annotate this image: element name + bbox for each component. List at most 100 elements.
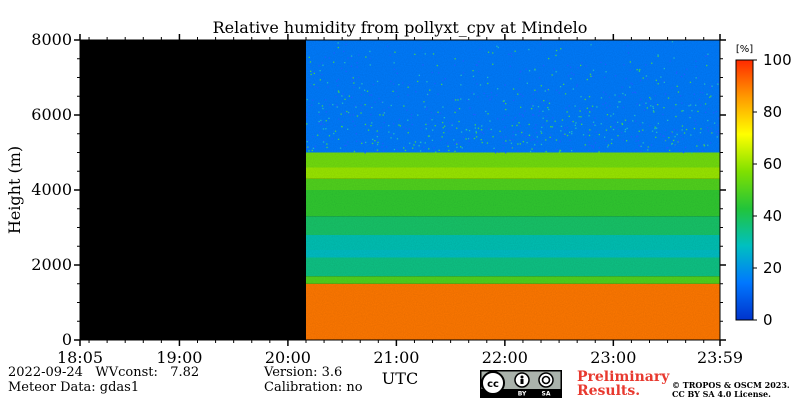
speckle-dot bbox=[632, 92, 634, 94]
speckle-dot bbox=[554, 120, 556, 122]
speckle-dot bbox=[383, 109, 385, 111]
speckle-dot bbox=[351, 76, 353, 79]
speckle-dot bbox=[346, 110, 348, 113]
speckle-dot bbox=[680, 95, 682, 97]
speckle-dot bbox=[472, 75, 475, 77]
speckle-dot bbox=[312, 147, 315, 149]
speckle-dot bbox=[505, 140, 507, 142]
speckle-dot bbox=[574, 124, 576, 126]
speckle-dot bbox=[646, 107, 648, 109]
speckle-dot bbox=[388, 124, 390, 127]
speckle-dot bbox=[325, 128, 327, 130]
speckle-dot bbox=[683, 73, 686, 75]
speckle-dot bbox=[676, 129, 679, 131]
speckle-dot bbox=[580, 120, 582, 122]
speckle-dot bbox=[538, 110, 541, 112]
speckle-dot bbox=[483, 133, 485, 135]
speckle-dot bbox=[640, 150, 642, 153]
speckle-dot bbox=[570, 72, 573, 74]
speckle-dot bbox=[469, 138, 471, 140]
speckle-dot bbox=[639, 80, 642, 82]
speckle-dot bbox=[420, 128, 422, 130]
speckle-dot bbox=[715, 110, 717, 113]
speckle-dot bbox=[308, 150, 310, 152]
speckle-dot bbox=[707, 144, 709, 146]
speckle-dot bbox=[502, 142, 504, 144]
speckle-dot bbox=[580, 116, 582, 118]
speckle-dot bbox=[476, 83, 478, 85]
speckle-dot bbox=[374, 101, 376, 103]
speckle-dot bbox=[309, 61, 312, 63]
speckle-dot bbox=[414, 141, 417, 143]
speckle-dot bbox=[382, 142, 384, 145]
speckle-dot bbox=[588, 96, 591, 98]
speckle-dot bbox=[695, 65, 697, 68]
speckle-dot bbox=[703, 145, 706, 147]
speckle-dot bbox=[610, 115, 612, 117]
speckle-dot bbox=[433, 147, 435, 149]
humidity-field bbox=[305, 40, 720, 340]
speckle-dot bbox=[696, 145, 698, 147]
colorbar-tick-label: 0 bbox=[763, 311, 773, 329]
speckle-dot bbox=[654, 94, 656, 97]
speckle-dot bbox=[501, 149, 503, 151]
speckle-dot bbox=[703, 144, 705, 146]
speckle-dot bbox=[325, 99, 327, 101]
speckle-dot bbox=[376, 143, 379, 146]
speckle-dot bbox=[411, 123, 413, 126]
speckle-dot bbox=[504, 126, 506, 128]
speckle-dot bbox=[520, 106, 522, 108]
speckle-dot bbox=[549, 136, 551, 138]
speckle-dot bbox=[382, 150, 385, 152]
speckle-dot bbox=[481, 141, 483, 144]
speckle-dot bbox=[442, 127, 444, 129]
speckle-dot bbox=[607, 144, 610, 146]
speckle-dot bbox=[627, 52, 630, 54]
speckle-dot bbox=[517, 143, 519, 145]
speckle-dot bbox=[564, 135, 566, 137]
speckle-dot bbox=[377, 134, 379, 136]
speckle-dot bbox=[449, 122, 451, 124]
speckle-dot bbox=[555, 89, 558, 91]
speckle-dot bbox=[432, 53, 435, 55]
speckle-dot bbox=[650, 144, 653, 146]
speckle-dot bbox=[634, 114, 636, 117]
speckle-dot bbox=[348, 95, 350, 97]
speckle-dot bbox=[382, 114, 384, 116]
speckle-dot bbox=[398, 118, 400, 121]
speckle-dot bbox=[328, 135, 331, 137]
speckle-dot bbox=[652, 105, 654, 108]
speckle-dot bbox=[514, 117, 516, 119]
speckle-dot bbox=[372, 144, 374, 147]
speckle-dot bbox=[481, 125, 483, 127]
speckle-dot bbox=[489, 99, 491, 101]
speckle-dot bbox=[380, 126, 382, 129]
speckle-dot bbox=[485, 110, 487, 113]
speckle-dot bbox=[614, 121, 616, 123]
speckle-dot bbox=[410, 117, 412, 119]
speckle-dot bbox=[454, 99, 457, 101]
speckle-dot bbox=[612, 113, 615, 115]
speckle-dot bbox=[586, 78, 588, 81]
speckle-dot bbox=[617, 135, 619, 137]
speckle-dot bbox=[313, 83, 315, 86]
speckle-dot bbox=[691, 110, 693, 112]
speckle-dot bbox=[366, 125, 368, 127]
speckle-dot bbox=[344, 112, 347, 114]
speckle-dot bbox=[500, 136, 502, 138]
speckle-dot bbox=[533, 138, 535, 140]
speckle-dot bbox=[527, 136, 529, 138]
speckle-dot bbox=[714, 122, 716, 124]
speckle-dot bbox=[559, 141, 561, 143]
speckle-dot bbox=[555, 49, 558, 52]
speckle-dot bbox=[456, 143, 458, 145]
speckle-dot bbox=[460, 84, 462, 86]
speckle-dot bbox=[369, 119, 371, 121]
speckle-dot bbox=[604, 136, 606, 138]
speckle-dot bbox=[431, 139, 434, 141]
speckle-dot bbox=[553, 68, 555, 70]
speckle-dot bbox=[428, 94, 430, 96]
speckle-dot bbox=[535, 124, 537, 126]
speckle-dot bbox=[397, 95, 399, 98]
speckle-dot bbox=[418, 145, 420, 147]
